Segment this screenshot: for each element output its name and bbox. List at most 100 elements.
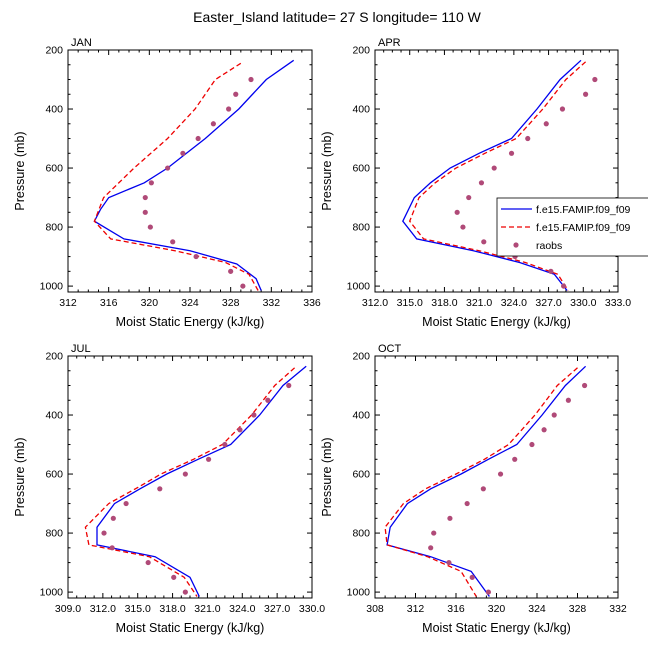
- panel-1-xtick-label: 312.0: [362, 297, 388, 309]
- panel-2-raobs-point: [222, 441, 228, 448]
- panel-1-raobs-point: [548, 268, 554, 274]
- panel-3-series-dashed: [384, 367, 578, 597]
- panel-0-data: [93, 59, 295, 291]
- panel-3-ytick-label: 1000: [347, 587, 371, 599]
- panel-0-xtick-label: 328: [222, 297, 240, 309]
- panel-3-frame: [374, 355, 619, 599]
- panel-2-raobs-point: [110, 515, 116, 521]
- panel-0-raobs-point: [165, 165, 171, 171]
- panel-3-ytick-label: 800: [352, 528, 370, 540]
- panel-0-raobs-point: [226, 106, 232, 112]
- panel-3-raobs-point: [551, 412, 557, 418]
- panel-apr: APR 312.0 315.0 318.0 321.0 324.0 327.0 330.0 33…: [320, 37, 631, 329]
- panel-2-ytick-label: 400: [45, 410, 63, 422]
- panel-3-xtick-label: 312: [407, 603, 425, 615]
- panel-1-xtick-label: 318.0: [431, 297, 457, 309]
- panel-1-series-solid: [402, 59, 582, 291]
- panel-0-raobs-point: [228, 268, 234, 274]
- panel-2-xtick-label: 318.0: [159, 603, 185, 615]
- panel-1-xtick-label: 315.0: [397, 297, 423, 309]
- panel-1-raobs-point: [543, 121, 549, 127]
- panel-0-raobs-point: [142, 194, 148, 201]
- panel-3-xtick-label: 320: [488, 603, 506, 615]
- panel-2-raobs-point: [101, 530, 107, 536]
- panel-2-raobs-point: [123, 500, 129, 507]
- legend-label: raobs: [536, 240, 562, 252]
- panel-0-xtick-label: 336: [303, 297, 321, 309]
- panel-1-raobs-point: [454, 209, 460, 215]
- panel-2-raobs-point: [109, 545, 115, 551]
- panel-2-raobs-point: [145, 559, 151, 566]
- panel-3-raobs-point: [512, 456, 518, 462]
- panel-3-title: OCT: [378, 343, 402, 355]
- panel-0-frame: [67, 49, 313, 293]
- panel-2-raobs-point: [182, 471, 188, 477]
- panel-0-raobs-point: [248, 76, 254, 83]
- legend-box: [496, 197, 648, 257]
- panel-1-data: [402, 59, 598, 291]
- panel-3-series-solid: [386, 365, 587, 597]
- panel-2-ylabel: Pressure (mb): [13, 437, 27, 516]
- panel-0-title: JAN: [71, 37, 92, 49]
- panel-1-raobs-point: [559, 106, 566, 112]
- panel-3-raobs-point: [469, 574, 475, 580]
- panel-3-raobs-point: [464, 500, 470, 507]
- panel-2-raobs-point: [265, 397, 271, 403]
- panel-2-xtick-label: 312.0: [90, 603, 116, 615]
- panel-2-ytick-label: 600: [45, 469, 63, 481]
- panel-1-raobs-point: [460, 224, 466, 230]
- panel-1-raobs-point: [466, 194, 472, 201]
- panel-2-xlabel: Moist Static Energy (kJ/kg): [116, 621, 265, 635]
- panel-1-raobs-point: [491, 165, 497, 171]
- panel-3-xtick-label: 332: [609, 603, 627, 615]
- panel-1-xtick-label: 321.0: [466, 297, 492, 309]
- panel-0-raobs-point: [180, 150, 186, 156]
- panel-2-xtick-label: 309.0: [55, 603, 81, 615]
- panel-0-ytick-label: 200: [45, 45, 63, 57]
- panel-3-raobs-point: [447, 515, 453, 521]
- panel-0-ytick-label: 1000: [40, 281, 64, 293]
- panel-3-raobs-point: [581, 382, 588, 389]
- panel-3-xtick-label: 328: [569, 603, 587, 615]
- panel-2-data: [84, 365, 307, 597]
- figure-title: Easter_Island latitude= 27 S longitude= …: [193, 9, 481, 25]
- panel-2-xtick-label: 315.0: [125, 603, 151, 615]
- panel-2-raobs-point: [237, 427, 243, 433]
- panel-2-xtick-label: 321.0: [194, 603, 220, 615]
- legend-marker-raobs: [513, 242, 519, 248]
- panel-1-ylabel: Pressure (mb): [320, 131, 334, 210]
- panel-0-ytick-label: 800: [45, 222, 63, 234]
- panel-2-raobs-point: [171, 574, 177, 580]
- panel-0-raobs-point: [193, 253, 199, 260]
- panel-0-xtick-label: 324: [181, 297, 199, 309]
- legend-label: f.e15.FAMIP.f09_f09: [536, 222, 631, 234]
- panel-0-raobs-point: [240, 283, 246, 289]
- panel-1-raobs-point: [508, 150, 515, 156]
- panel-1-ytick-label: 600: [352, 163, 370, 175]
- panel-0-raobs-point: [170, 239, 176, 245]
- panel-1-ytick-label: 400: [352, 104, 370, 116]
- panel-2-series-dashed: [84, 367, 296, 597]
- panel-1-raobs-point: [478, 180, 485, 186]
- panel-3-raobs-point: [431, 530, 437, 536]
- panel-0-ylabel: Pressure (mb): [13, 131, 27, 210]
- panel-1-raobs-point: [592, 76, 598, 83]
- panel-3-raobs-point: [565, 397, 571, 403]
- panel-3-xtick-label: 324: [528, 603, 546, 615]
- panel-1-xlabel: Moist Static Energy (kJ/kg): [422, 315, 571, 329]
- panel-0-xtick-label: 312: [59, 297, 77, 309]
- panel-0-ytick-label: 400: [45, 104, 63, 116]
- panel-oct: OCT 308 312 316 320 324 328 332 200 400 600 800 1000…: [320, 343, 627, 635]
- panel-0-raobs-point: [195, 135, 201, 142]
- panel-2-xtick-label: 324.0: [229, 603, 255, 615]
- panel-2-ytick-label: 1000: [40, 587, 64, 599]
- panel-0-xlabel: Moist Static Energy (kJ/kg): [116, 315, 265, 329]
- panel-3-ytick-label: 400: [352, 410, 370, 422]
- panel-1-ytick-label: 800: [352, 222, 370, 234]
- legend-label: f.e15.FAMIP.f09_f09: [536, 204, 631, 216]
- panel-2-frame: [67, 355, 313, 599]
- panel-3-raobs-point: [529, 441, 535, 448]
- panel-0-raobs-point: [147, 224, 153, 230]
- panel-3-raobs-point: [480, 486, 486, 492]
- panel-3-raobs-point: [497, 471, 504, 477]
